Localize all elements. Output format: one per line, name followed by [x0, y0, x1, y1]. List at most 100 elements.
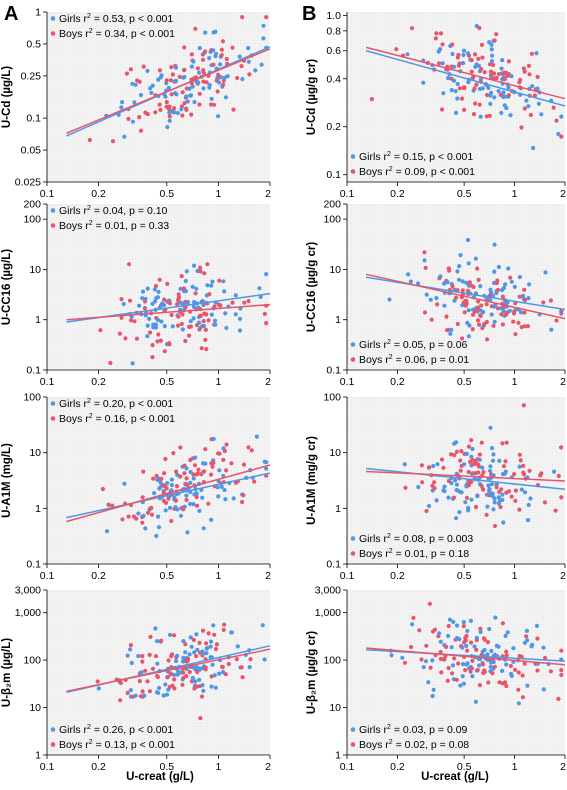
boys-point: [444, 314, 449, 319]
x-tick-label: 0.2: [91, 376, 106, 388]
girls-point: [170, 324, 175, 329]
boys-point: [419, 657, 424, 662]
girls-point: [525, 518, 531, 523]
boys-point: [153, 110, 158, 115]
boys-point: [199, 346, 204, 351]
girls-point: [136, 511, 141, 516]
boys-point: [229, 461, 234, 466]
boys-point: [168, 672, 173, 677]
boys-point: [177, 74, 182, 79]
boys-point: [241, 493, 246, 498]
girls-point: [539, 112, 544, 117]
boys-point: [208, 472, 214, 477]
boys-point: [204, 641, 209, 646]
boys-point: [475, 667, 480, 673]
boys-point: [240, 15, 245, 20]
boys-point: [417, 628, 422, 633]
boys-point: [490, 671, 495, 676]
panel-label-b: B: [302, 3, 316, 25]
girls-point: [460, 674, 465, 679]
boys-point: [522, 310, 527, 315]
boys-point: [548, 669, 554, 674]
girls-point: [488, 101, 493, 106]
boys-point: [409, 644, 414, 650]
girls-point: [196, 80, 201, 85]
girls-point: [264, 460, 269, 465]
boys-point: [211, 460, 216, 465]
girls-point: [185, 99, 190, 104]
legend-entry-boys: Boys r2 = 0.34, p < 0.001: [59, 28, 175, 40]
boys-point: [516, 320, 521, 325]
girls-point: [490, 53, 495, 58]
girls-point: [223, 497, 228, 502]
x-tick-label: 0.5: [457, 188, 472, 200]
boys-point: [246, 298, 251, 304]
boys-point: [457, 61, 462, 66]
boys-point: [203, 49, 208, 54]
girls-point: [416, 484, 421, 490]
boys-point: [234, 657, 239, 662]
girls-point: [142, 693, 147, 698]
girls-point: [190, 84, 195, 89]
girls-point: [192, 650, 197, 655]
boys-point: [117, 331, 122, 336]
boys-point: [516, 670, 521, 675]
girls-point: [457, 277, 462, 282]
boys-point: [189, 112, 194, 117]
girls-point: [194, 632, 199, 637]
boys-point: [230, 45, 235, 50]
boys-point: [503, 680, 508, 685]
boys-point: [479, 42, 485, 48]
girls-point: [133, 693, 138, 698]
girls-point: [466, 261, 471, 266]
girls-point: [150, 83, 155, 88]
girls-point: [534, 623, 540, 629]
x-tick-label: 2: [265, 376, 271, 388]
boys-point: [198, 716, 203, 721]
boys-point: [220, 665, 225, 670]
girls-point: [172, 110, 177, 115]
girls-point: [168, 632, 173, 638]
boys-point: [87, 137, 92, 143]
boys-point: [522, 661, 527, 666]
plot-background: [347, 204, 565, 370]
boys-point: [242, 300, 247, 305]
boys-point: [485, 92, 490, 98]
girls-point: [237, 316, 243, 321]
boys-point: [475, 266, 480, 271]
girls-point: [541, 645, 546, 650]
girls-point: [141, 513, 146, 518]
boys-point: [200, 57, 206, 62]
x-tick-label: 1: [215, 188, 221, 200]
girls-point: [140, 296, 145, 301]
y-tick-label: 200: [323, 199, 341, 211]
girls-point: [457, 509, 462, 515]
legend-marker: [50, 742, 56, 747]
y-tick-label: 1,000: [315, 607, 341, 619]
girls-point: [205, 645, 210, 651]
boys-point: [522, 69, 527, 74]
girls-point: [469, 497, 474, 502]
boys-point: [140, 659, 145, 664]
y-tick-label: 1.0: [326, 10, 341, 22]
girls-point: [184, 269, 189, 274]
girls-point: [191, 316, 196, 321]
girls-point: [188, 469, 193, 475]
scatter-panel-a1: 0.1 0.2 0.5 1 2 0.025 0.05 0.1 0.25 0.5 1 U-Cd (µg/…: [1, 7, 271, 201]
boys-point: [195, 471, 200, 476]
girls-point: [182, 504, 187, 509]
girls-point: [460, 279, 465, 284]
girls-point: [437, 631, 442, 636]
legend-marker: [50, 727, 56, 732]
girls-point: [426, 680, 431, 685]
girls-point: [462, 462, 467, 467]
x-tick-label: 2: [265, 761, 271, 773]
boys-point: [479, 440, 484, 445]
girls-point: [138, 92, 144, 98]
girls-point: [156, 690, 161, 696]
boys-point: [526, 63, 532, 68]
boys-point: [264, 15, 269, 20]
boys-point: [521, 403, 526, 408]
boys-point: [241, 462, 247, 467]
boys-point: [194, 654, 199, 659]
